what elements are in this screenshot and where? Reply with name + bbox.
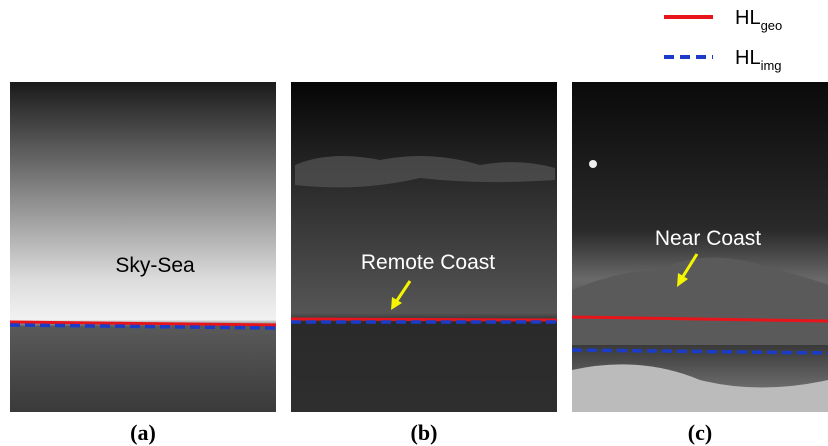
annotation: Sky-Sea	[115, 254, 195, 277]
legend: HLgeo HLimg	[664, 7, 782, 73]
legend-sub: img	[761, 58, 782, 73]
annotation: Near Coast	[655, 227, 761, 250]
moon	[589, 160, 597, 168]
legend-main: HL	[735, 47, 761, 69]
photo	[291, 82, 557, 412]
caption: (b)	[411, 420, 438, 445]
panel: Sky-Sea (a)	[10, 82, 276, 445]
legend-sub: geo	[761, 18, 783, 33]
caption: (c)	[688, 420, 712, 445]
figure: HLgeo HLimg Sky-Sea (a) Remote Coast (b)…	[0, 0, 828, 446]
panel: Remote Coast (b)	[291, 82, 557, 445]
hl-geo	[291, 319, 557, 320]
photo	[10, 82, 276, 412]
legend-label: HLgeo	[735, 7, 782, 33]
annotation: Remote Coast	[361, 251, 495, 274]
panel: Near Coast (c)	[572, 82, 828, 445]
legend-label: HLimg	[735, 47, 782, 73]
legend-main: HL	[735, 7, 761, 29]
caption: (a)	[130, 420, 156, 445]
